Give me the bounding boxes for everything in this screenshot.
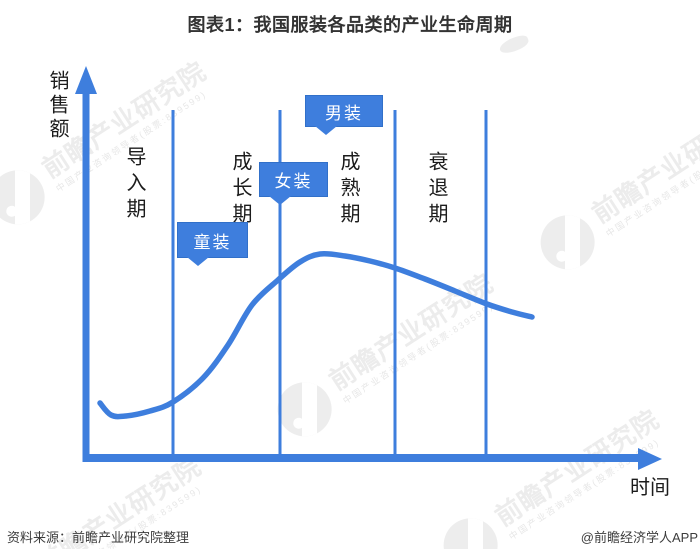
source-note: 资料来源：前瞻产业研究院整理	[7, 530, 190, 545]
x-axis-line	[82, 454, 641, 462]
x-axis-label: 时间	[630, 477, 670, 499]
badge-womens-wear: 女装	[259, 162, 328, 205]
lifecycle-curve	[97, 250, 535, 420]
y-axis-label: 销售额	[46, 70, 68, 142]
x-axis-arrowhead-icon	[638, 448, 662, 470]
phase-label-decline: 衰退期	[425, 151, 447, 229]
phase-label-maturity: 成熟期	[337, 151, 359, 229]
badge-kids-wear: 童装	[177, 222, 248, 266]
badge-label: 童装	[193, 232, 232, 252]
y-axis-line	[82, 90, 90, 462]
phase-label-growth: 成长期	[229, 151, 251, 229]
phase-label-introduction: 导入期	[123, 146, 145, 224]
y-axis-arrowhead-icon	[75, 66, 97, 94]
credit-note: @前瞻经济学人APP	[580, 530, 698, 545]
badge-label: 女装	[274, 172, 313, 191]
badge-label: 男装	[325, 103, 363, 123]
chart-title: 图表1：我国服装各品类的产业生命周期	[187, 15, 513, 35]
badge-mens-wear: 男装	[305, 95, 383, 135]
